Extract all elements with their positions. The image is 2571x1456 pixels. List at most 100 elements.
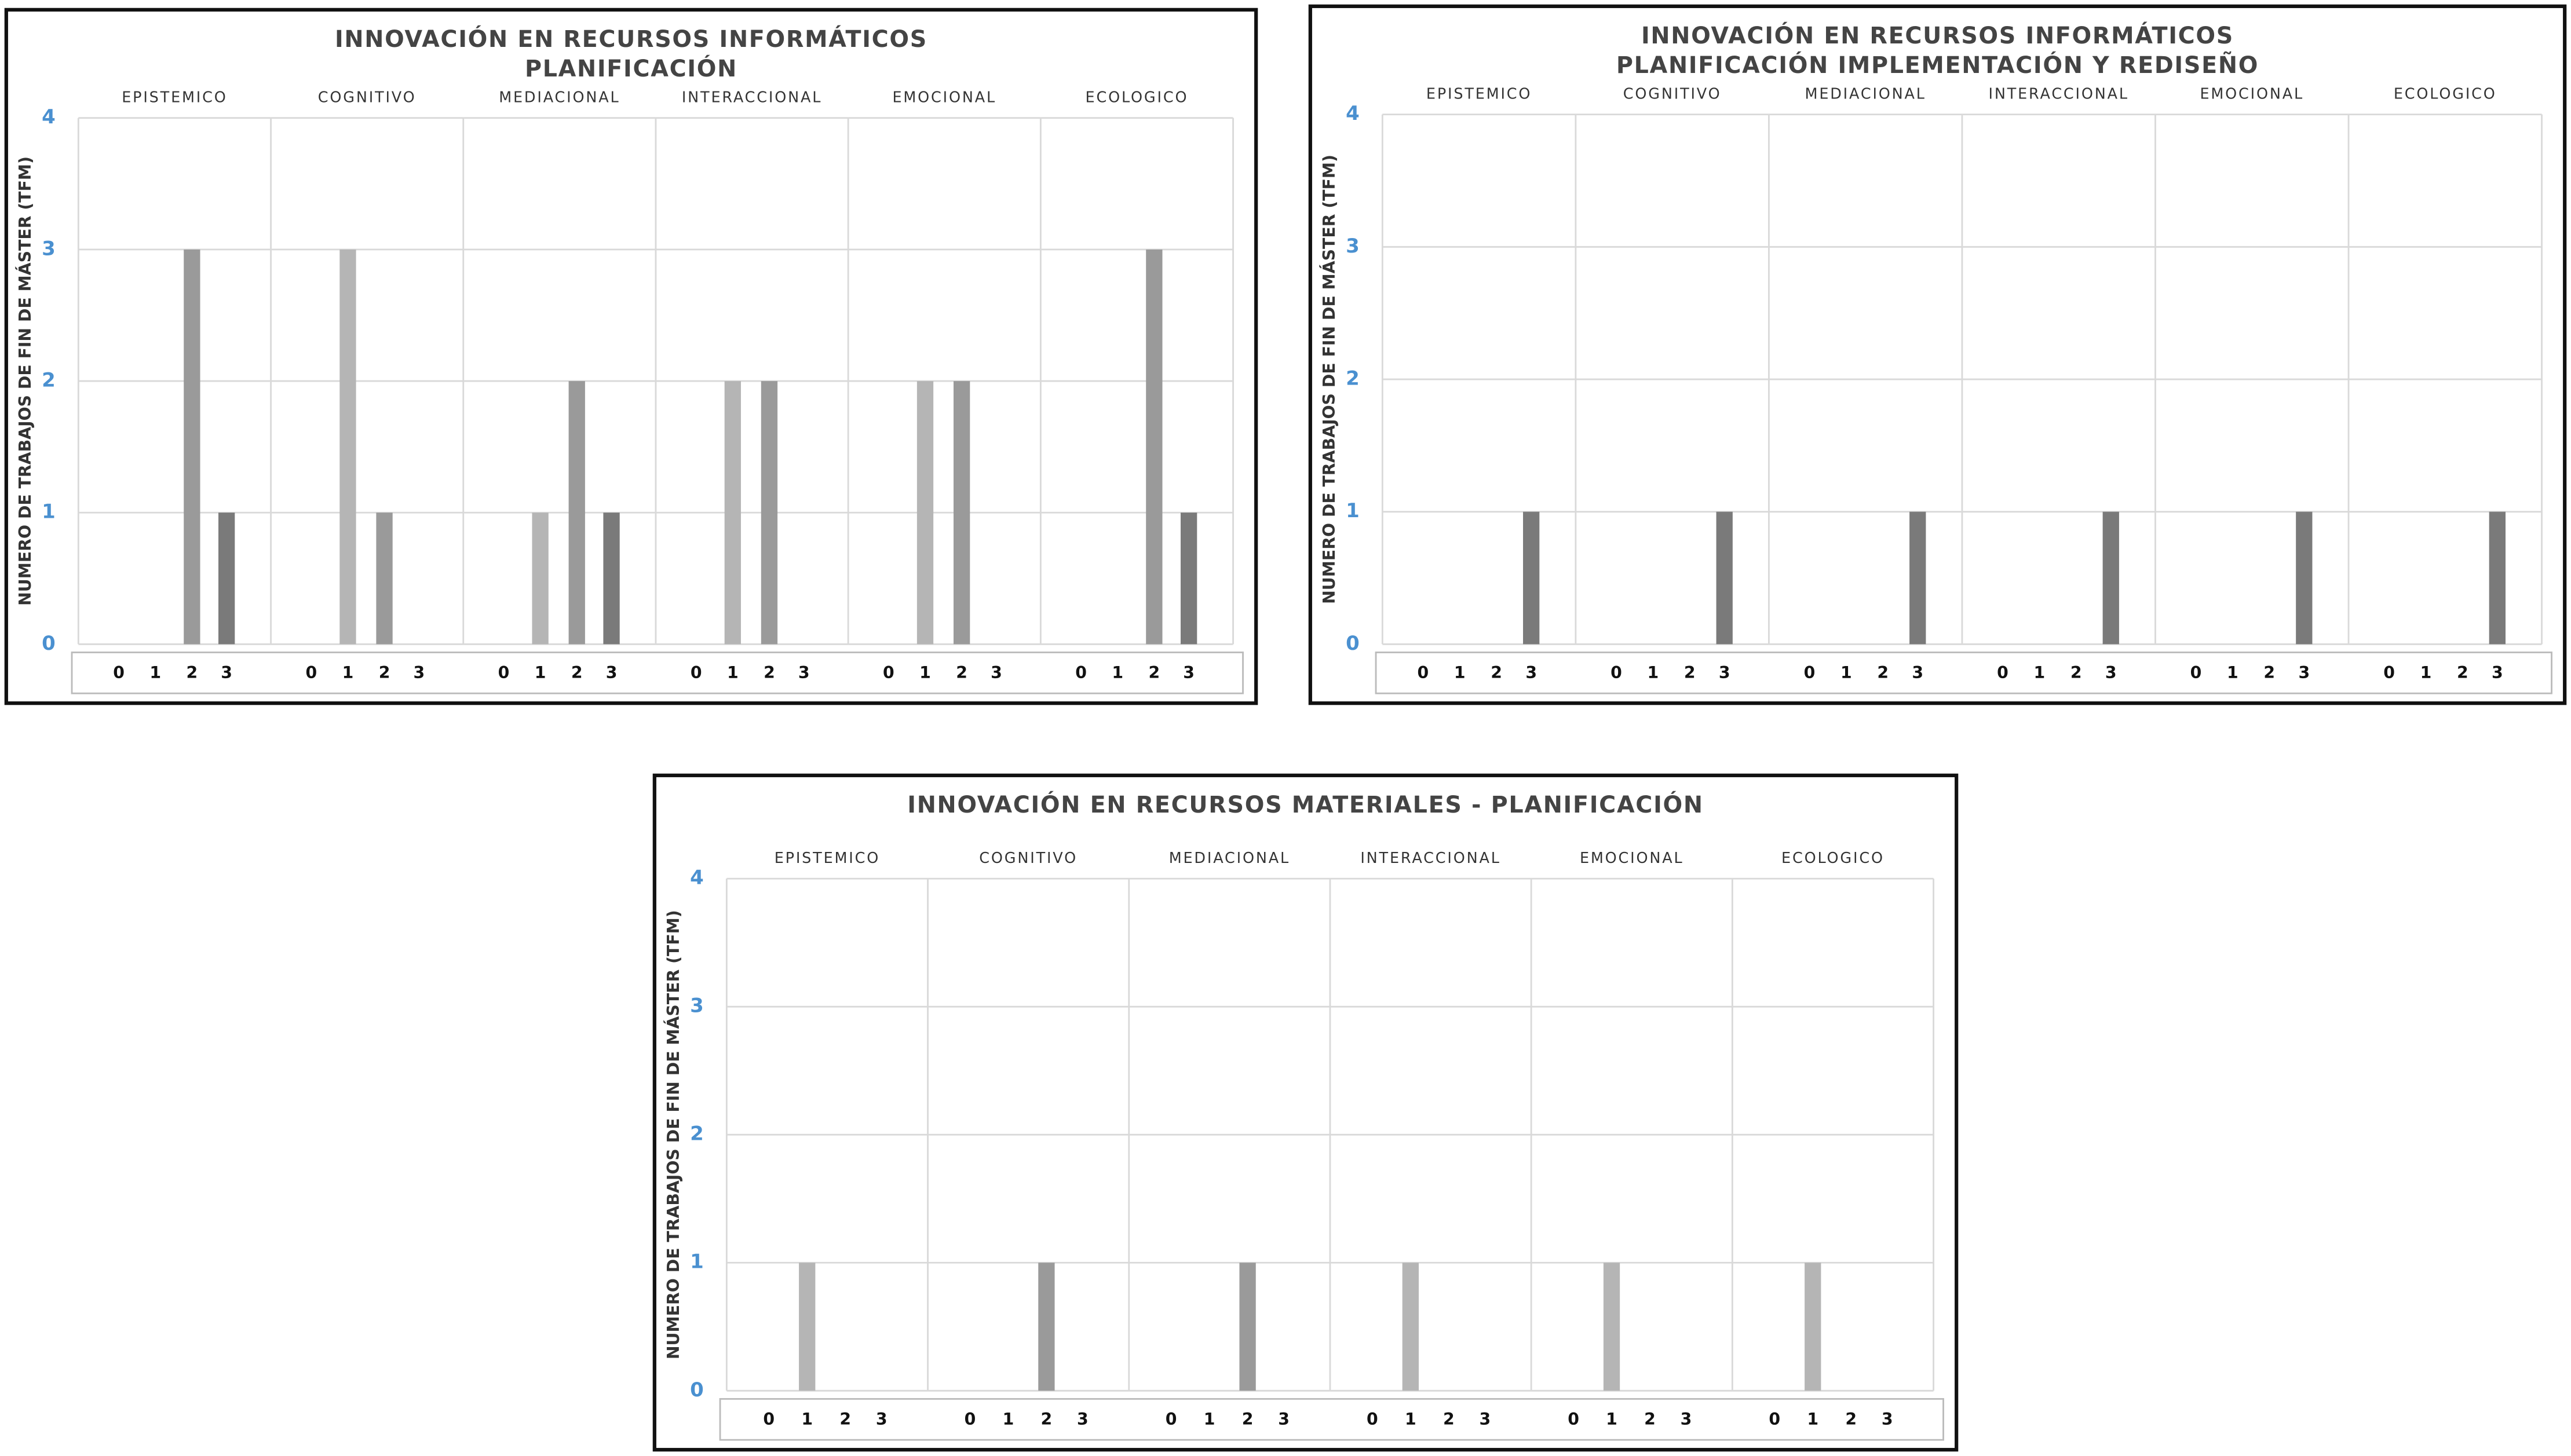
x-tick-label: 2 <box>1684 663 1696 682</box>
x-tick-label: 0 <box>763 1410 775 1429</box>
x-tick-label: 2 <box>379 663 390 682</box>
x-tick-label: 2 <box>1845 1410 1857 1429</box>
x-tick-label: 0 <box>1769 1410 1780 1429</box>
bar <box>953 381 970 645</box>
chart-subtitle: PLANIFICACIÓN IMPLEMENTACIÓN Y REDISEÑO <box>1616 52 2259 79</box>
bar <box>1038 1263 1055 1391</box>
x-tick-label: 1 <box>1405 1410 1416 1429</box>
y-tick-label: 4 <box>690 866 704 890</box>
group-label: MEDIACIONAL <box>1169 850 1290 867</box>
x-tick-label: 0 <box>1075 663 1087 682</box>
group-label: EPISTEMICO <box>122 89 227 107</box>
bar <box>1239 1263 1256 1391</box>
group-label: INTERACCIONAL <box>1988 86 2128 103</box>
chart-subtitle: PLANIFICACIÓN <box>525 55 737 82</box>
x-tick-label: 1 <box>2420 663 2432 682</box>
x-tick-label: 0 <box>883 663 894 682</box>
x-tick-label: 0 <box>965 1410 976 1429</box>
x-tick-label: 1 <box>1204 1410 1215 1429</box>
y-axis-label: NUMERO DE TRABAJOS DE FIN DE MÁSTER (TFM… <box>15 156 35 606</box>
group-label: ECOLOGICO <box>1781 850 1885 867</box>
group-label: EMOCIONAL <box>1580 850 1684 867</box>
x-tick-label: 1 <box>801 1410 813 1429</box>
y-tick-label: 3 <box>42 237 56 260</box>
x-tick-label: 2 <box>1443 1410 1455 1429</box>
chart-title: INNOVACIÓN EN RECURSOS INFORMÁTICOS <box>1641 22 2234 49</box>
chart-title: INNOVACIÓN EN RECURSOS INFORMÁTICOS <box>335 25 927 53</box>
group-label: COGNITIVO <box>318 89 417 107</box>
x-tick-label: 3 <box>1479 1410 1491 1429</box>
x-tick-label: 0 <box>1997 663 2008 682</box>
x-tick-label: 2 <box>2070 663 2082 682</box>
bar <box>761 381 778 645</box>
x-tick-label: 2 <box>1148 663 1160 682</box>
bar <box>1402 1263 1419 1391</box>
x-tick-label: 1 <box>1112 663 1123 682</box>
group-label: EPISTEMICO <box>775 850 880 867</box>
category-axis-box <box>1375 652 2552 694</box>
y-tick-label: 1 <box>1346 499 1360 522</box>
y-tick-label: 0 <box>690 1378 704 1402</box>
x-tick-label: 3 <box>1681 1410 1692 1429</box>
chart: INNOVACIÓN EN RECURSOS INFORMÁTICOS PLANI… <box>1308 4 2567 705</box>
chart: INNOVACIÓN EN RECURSOS INFORMÁTICOSPLANI… <box>4 8 1258 705</box>
bar <box>568 381 585 645</box>
chart-frame <box>652 773 1959 1452</box>
y-tick-label: 2 <box>690 1122 704 1146</box>
x-tick-label: 0 <box>2190 663 2202 682</box>
y-tick-label: 1 <box>690 1250 704 1274</box>
group-label: COGNITIVO <box>979 850 1078 867</box>
x-tick-label: 3 <box>1912 663 1923 682</box>
category-axis-box <box>71 652 1244 694</box>
group-label: COGNITIVO <box>1623 86 1722 103</box>
bar <box>1909 511 1926 645</box>
bar <box>1716 511 1733 645</box>
group-label: EMOCIONAL <box>2200 86 2304 103</box>
x-tick-label: 2 <box>1041 1410 1053 1429</box>
bar <box>724 381 741 645</box>
bar <box>1523 511 1540 645</box>
bar <box>184 249 200 645</box>
x-tick-label: 1 <box>2227 663 2238 682</box>
group-label: EPISTEMICO <box>1426 86 1532 103</box>
x-tick-label: 0 <box>305 663 317 682</box>
bar <box>603 513 620 645</box>
y-tick-label: 2 <box>1346 367 1360 390</box>
category-axis-box <box>719 1398 1944 1441</box>
x-tick-label: 3 <box>1719 663 1730 682</box>
bar <box>916 381 934 645</box>
group-label: INTERACCIONAL <box>682 89 822 107</box>
x-tick-label: 3 <box>606 663 618 682</box>
x-tick-label: 1 <box>919 663 931 682</box>
x-tick-label: 3 <box>876 1410 888 1429</box>
bar <box>799 1263 816 1391</box>
x-tick-label: 0 <box>2383 663 2395 682</box>
bar <box>532 513 549 645</box>
x-tick-label: 0 <box>1568 1410 1579 1429</box>
x-tick-label: 0 <box>113 663 125 682</box>
x-tick-label: 2 <box>764 663 775 682</box>
x-tick-label: 2 <box>1242 1410 1254 1429</box>
x-tick-label: 0 <box>691 663 702 682</box>
y-tick-label: 0 <box>1346 632 1360 655</box>
group-label: ECOLOGICO <box>2394 86 2497 103</box>
x-tick-label: 2 <box>2457 663 2468 682</box>
x-tick-label: 3 <box>413 663 425 682</box>
y-axis-label: NUMERO DE TRABAJOS DE FIN DE MÁSTER (TFM… <box>1319 155 1339 604</box>
y-tick-label: 0 <box>42 632 56 655</box>
x-tick-label: 3 <box>1882 1410 1893 1429</box>
chart-frame <box>4 8 1258 705</box>
x-tick-label: 1 <box>727 663 739 682</box>
x-tick-label: 1 <box>1606 1410 1617 1429</box>
y-tick-label: 3 <box>1346 235 1360 258</box>
bar <box>2296 511 2313 645</box>
x-tick-label: 1 <box>1647 663 1659 682</box>
x-tick-label: 3 <box>2298 663 2310 682</box>
x-tick-label: 3 <box>1077 1410 1089 1429</box>
bar <box>1180 513 1197 645</box>
group-label: MEDIACIONAL <box>1805 86 1926 103</box>
bar <box>2489 511 2506 645</box>
x-tick-label: 3 <box>221 663 232 682</box>
